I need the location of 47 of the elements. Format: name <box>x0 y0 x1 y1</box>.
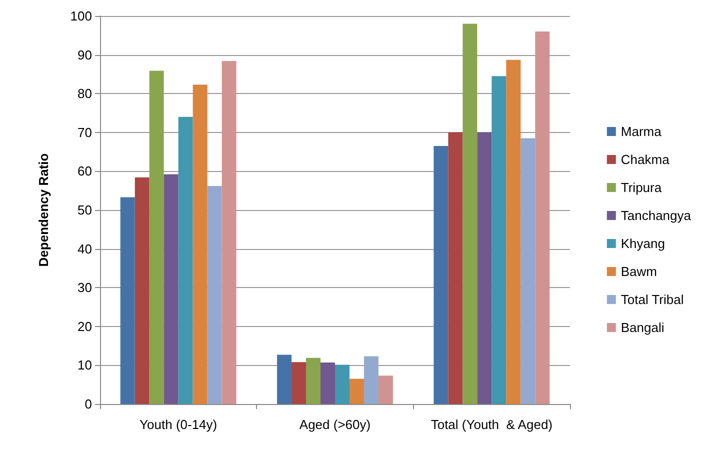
bar <box>120 197 135 404</box>
bar <box>306 358 321 404</box>
y-tick-label: 70 <box>78 124 92 140</box>
legend-label: Total Tribal <box>620 292 684 307</box>
bar <box>349 378 364 404</box>
bar <box>506 60 521 404</box>
bar <box>364 356 378 404</box>
y-tick-label: 0 <box>84 396 92 412</box>
bar <box>520 138 536 404</box>
x-tick-label: Youth (0-14y) <box>140 417 218 432</box>
bar <box>178 116 193 404</box>
bar <box>192 84 208 404</box>
y-tick-label: 90 <box>78 47 92 62</box>
y-tick-label: 50 <box>78 202 92 218</box>
y-tick-label: 100 <box>70 8 92 24</box>
y-tick-label: 20 <box>78 318 92 334</box>
legend-label: Marma <box>620 124 662 139</box>
bar <box>434 146 448 404</box>
bar <box>320 362 335 404</box>
y-tick-label: 60 <box>78 164 92 179</box>
legend-label: Tripura <box>620 180 662 195</box>
bar <box>292 362 306 404</box>
bar <box>207 186 222 404</box>
bar <box>535 32 550 404</box>
bar <box>378 376 393 404</box>
legend-label: Tanchangya <box>620 208 692 223</box>
bar <box>477 132 492 404</box>
bar <box>462 24 478 404</box>
bar <box>164 174 178 404</box>
bar <box>492 76 506 404</box>
y-tick-label: 30 <box>78 280 92 296</box>
legend-label: Bawm <box>620 264 658 279</box>
y-tick-label: 10 <box>78 358 92 373</box>
bar <box>134 177 150 404</box>
x-tick-label: Total (Youth & Aged) <box>430 417 553 432</box>
x-tick-label: Aged (>60y) <box>299 417 371 432</box>
legend-label: Chakma <box>620 152 670 167</box>
y-tick-label: 40 <box>78 241 92 256</box>
y-axis-title: Dependency Ratio <box>36 153 51 267</box>
bar <box>277 354 292 404</box>
bar <box>335 364 350 404</box>
legend-label: Khyang <box>620 236 665 251</box>
legend-label: Bangali <box>620 320 664 335</box>
y-tick-label: 80 <box>78 86 92 102</box>
bar <box>149 70 164 404</box>
bar <box>448 132 463 404</box>
bar <box>222 61 236 404</box>
